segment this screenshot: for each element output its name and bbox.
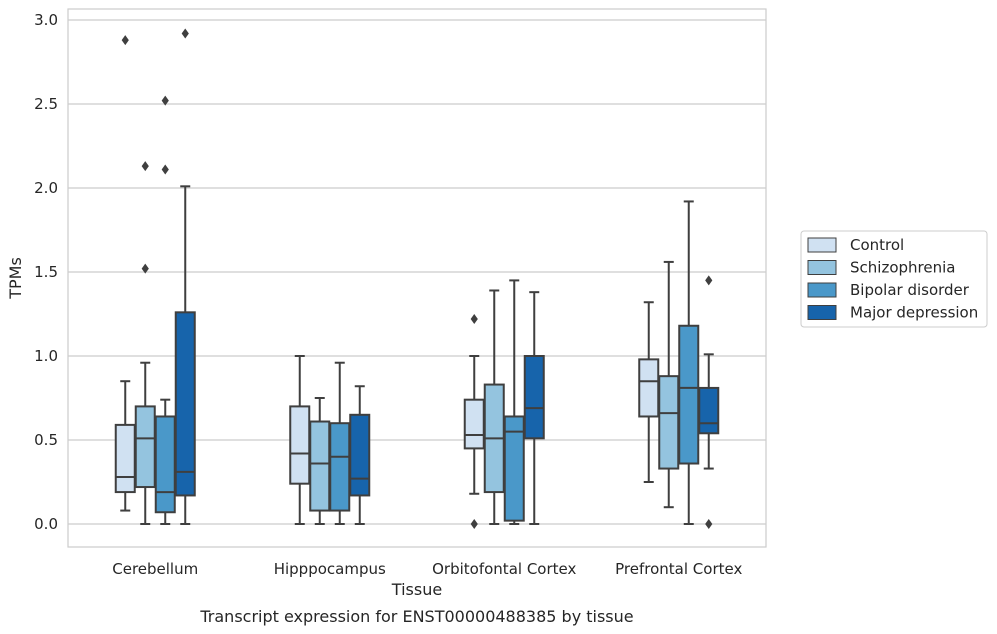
outlier-point (705, 519, 713, 529)
legend-swatch (807, 237, 837, 253)
box-plot-area (114, 28, 720, 529)
y-axis-ticks: 0.0 0.5 1.0 1.5 2.0 2.5 3.0 (34, 11, 58, 533)
outlier-point (705, 275, 713, 286)
box-bipolar-disorder (503, 279, 525, 525)
legend-label: Schizophrenia (850, 259, 955, 277)
box-iqr (463, 398, 485, 450)
legend-swatch (807, 305, 837, 320)
plot-frame (67, 8, 767, 548)
y-tick-label: 2.5 (34, 95, 58, 113)
y-axis-label: TPMs (6, 257, 25, 300)
box-iqr (658, 375, 680, 470)
box-iqr (329, 422, 351, 512)
box-iqr (698, 386, 720, 435)
x-axis-ticks: Cerebellum Hipppocampus Orbitofontal Corte… (112, 560, 742, 578)
box-bipolar-disorder (154, 95, 176, 525)
box-iqr (638, 358, 660, 418)
box-major-depression (174, 28, 196, 525)
outlier-point (121, 35, 129, 46)
box-iqr (678, 324, 700, 465)
box-schizophrenia (309, 397, 331, 525)
box-iqr (114, 423, 136, 494)
box-major-depression (698, 275, 720, 529)
x-tick-label: Prefrontal Cortex (615, 560, 742, 578)
legend-label: Major depression (850, 304, 978, 322)
y-tick-label: 0.0 (34, 515, 58, 533)
box-iqr (503, 415, 525, 522)
box-iqr (523, 355, 545, 440)
box-iqr (309, 420, 331, 512)
box-control (638, 301, 660, 483)
box-iqr (154, 415, 176, 514)
box-iqr (134, 405, 156, 489)
legend-frame (800, 230, 988, 328)
outlier-point (470, 519, 478, 529)
box-schizophrenia (658, 260, 680, 509)
box-control (114, 35, 136, 512)
x-tick-label: Orbitofontal Cortex (432, 560, 576, 578)
outlier-point (181, 28, 189, 39)
outlier-point (470, 314, 478, 325)
box-bipolar-disorder (329, 361, 351, 525)
outlier-point (161, 95, 169, 106)
y-tick-label: 3.0 (34, 11, 58, 29)
x-tick-label: Cerebellum (112, 560, 198, 578)
box-schizophrenia (483, 289, 505, 525)
legend-swatch (807, 282, 837, 298)
chart-caption: Transcript expression for ENST0000048838… (199, 607, 633, 626)
legend-swatch (807, 260, 837, 275)
box-iqr (174, 311, 196, 497)
x-axis-label: Tissue (391, 580, 442, 599)
outlier-point (161, 164, 169, 175)
box-major-depression (523, 291, 545, 525)
box-iqr (289, 405, 311, 485)
outlier-point (141, 263, 149, 274)
box-bipolar-disorder (678, 200, 700, 525)
outlier-point (141, 161, 149, 172)
box-major-depression (349, 385, 371, 525)
legend-label: Bipolar disorder (850, 281, 970, 299)
box-iqr (349, 413, 371, 497)
box-schizophrenia (134, 161, 156, 525)
y-tick-label: 1.5 (34, 263, 58, 281)
box-control (289, 355, 311, 525)
y-tick-label: 2.0 (34, 179, 58, 197)
y-tick-label: 1.0 (34, 347, 58, 365)
legend-label: Control (850, 236, 904, 254)
legend: Control Schizophrenia Bipolar disorder Majo… (800, 230, 988, 328)
box-control (463, 314, 485, 529)
y-tick-label: 0.5 (34, 431, 58, 449)
x-tick-label: Hipppocampus (274, 560, 386, 578)
